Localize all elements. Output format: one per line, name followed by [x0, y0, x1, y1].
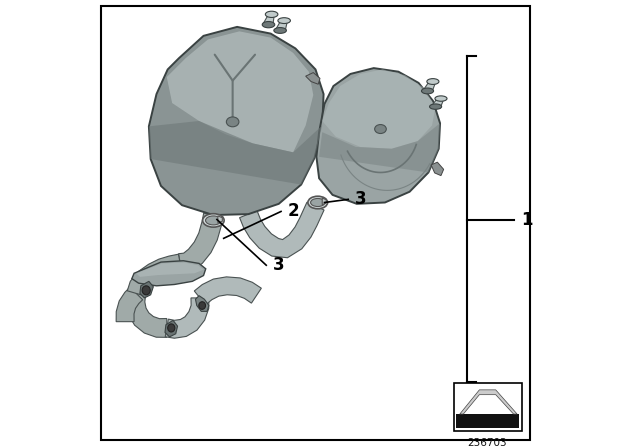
Polygon shape	[165, 298, 209, 338]
Text: 236703: 236703	[468, 438, 508, 448]
Ellipse shape	[142, 286, 150, 295]
Polygon shape	[167, 31, 314, 152]
Polygon shape	[306, 73, 320, 84]
Ellipse shape	[427, 79, 439, 84]
Ellipse shape	[227, 117, 239, 127]
Ellipse shape	[308, 196, 328, 209]
Ellipse shape	[199, 302, 205, 309]
Polygon shape	[323, 198, 326, 205]
Polygon shape	[136, 263, 204, 277]
Polygon shape	[239, 202, 324, 258]
Ellipse shape	[203, 214, 224, 227]
Polygon shape	[179, 213, 223, 273]
Polygon shape	[127, 254, 182, 296]
Ellipse shape	[262, 22, 275, 28]
Polygon shape	[149, 27, 324, 215]
Ellipse shape	[374, 125, 387, 134]
Polygon shape	[132, 261, 205, 286]
Polygon shape	[149, 121, 323, 185]
Polygon shape	[195, 277, 261, 305]
Polygon shape	[323, 69, 436, 149]
Ellipse shape	[205, 216, 221, 225]
Polygon shape	[431, 162, 444, 176]
Ellipse shape	[435, 96, 447, 101]
Ellipse shape	[274, 28, 286, 33]
Polygon shape	[423, 81, 436, 92]
Polygon shape	[319, 123, 440, 172]
Text: 2: 2	[288, 202, 300, 220]
Ellipse shape	[278, 17, 291, 23]
Polygon shape	[275, 20, 287, 31]
Polygon shape	[262, 14, 275, 25]
Polygon shape	[116, 287, 143, 322]
Ellipse shape	[429, 104, 442, 109]
Polygon shape	[195, 296, 209, 311]
Text: 1: 1	[521, 211, 532, 229]
Polygon shape	[460, 390, 517, 414]
Polygon shape	[126, 293, 167, 337]
Polygon shape	[218, 216, 222, 223]
Bar	[454, 383, 522, 431]
Text: 3: 3	[273, 256, 285, 274]
Ellipse shape	[266, 11, 278, 17]
Polygon shape	[140, 281, 154, 298]
Text: 3: 3	[355, 190, 367, 208]
Polygon shape	[165, 320, 177, 337]
Bar	[456, 414, 519, 428]
Polygon shape	[316, 68, 440, 204]
Ellipse shape	[422, 88, 433, 94]
Ellipse shape	[168, 324, 175, 332]
Ellipse shape	[310, 198, 325, 207]
Polygon shape	[431, 98, 444, 108]
